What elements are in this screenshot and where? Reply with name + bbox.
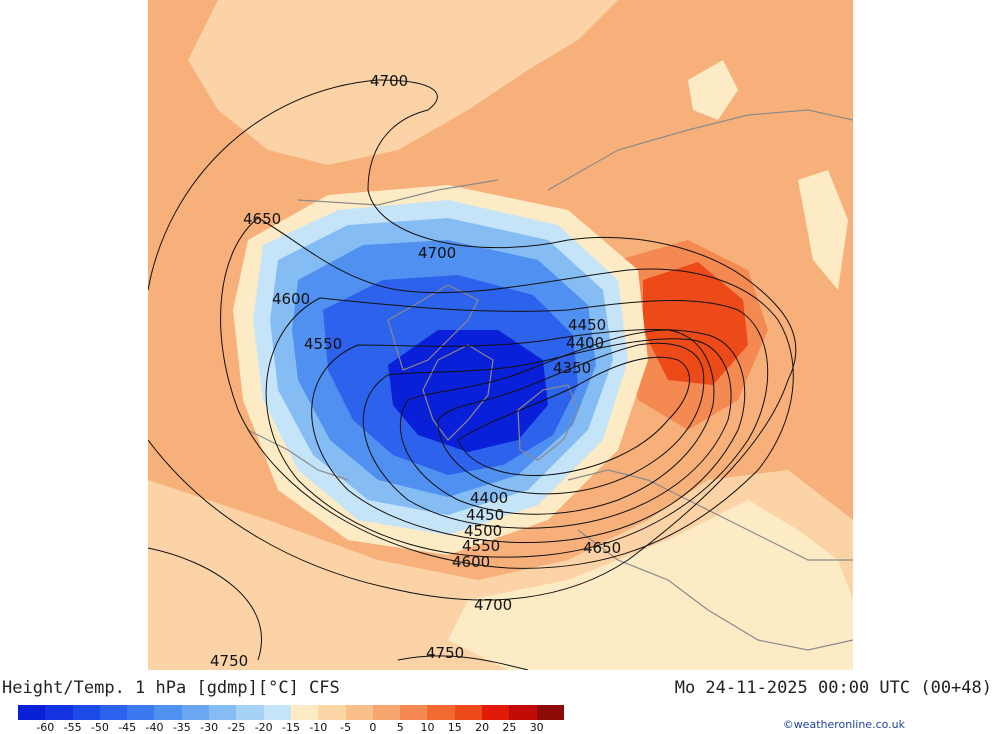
legend-swatch	[345, 705, 373, 720]
height-contours	[148, 79, 797, 670]
contour-label: 4450	[466, 506, 504, 524]
legend-swatch	[127, 705, 155, 720]
legend-tick: -55	[63, 721, 82, 734]
contour-4400	[437, 342, 705, 495]
legend-swatch	[372, 705, 401, 720]
legend-tick: -50	[90, 721, 109, 734]
contour-4700-outer	[148, 79, 797, 601]
contour-label: 4700	[370, 72, 408, 90]
legend-tick: -60	[36, 721, 55, 734]
legend-tick: -10	[309, 721, 328, 734]
hot-region	[643, 262, 748, 385]
legend-tick: -20	[254, 721, 273, 734]
contour-label: 4350	[553, 359, 591, 377]
legend-swatch	[99, 705, 128, 720]
legend-swatch	[536, 705, 564, 720]
legend-tick: 5	[396, 721, 404, 734]
legend-tick: -45	[118, 721, 137, 734]
contour-label: 4450	[568, 316, 606, 334]
legend-tick: -40	[145, 721, 164, 734]
legend-tick: 25	[502, 721, 517, 734]
legend-swatch	[454, 705, 483, 720]
contour-label: 4550	[304, 335, 342, 353]
legend-swatch	[45, 705, 73, 720]
contour-label: 4700	[418, 244, 456, 262]
contour-4600	[265, 297, 769, 558]
cream-region-south	[448, 500, 853, 670]
legend-swatch	[400, 705, 428, 720]
cream-region-north-east	[688, 60, 738, 120]
contour-label: 4400	[470, 489, 508, 507]
contour-4500	[362, 338, 732, 529]
legend-swatch	[509, 705, 537, 720]
contour-label: 4600	[272, 290, 310, 308]
contour-4350	[457, 356, 690, 476]
legend-tick: -5	[340, 721, 352, 734]
contour-label: 4700	[474, 596, 512, 614]
contour-label: 4750	[210, 652, 248, 670]
contour-4550	[311, 329, 746, 544]
legend-tick: 20	[475, 721, 490, 734]
contour-labels: 4700 4650 4700 4600 4550 4450 4400 4350 …	[210, 72, 621, 670]
contour-label: 4750	[426, 644, 464, 662]
contour-4750-center	[397, 655, 529, 670]
contour-4650	[220, 217, 794, 569]
legend-tick: 15	[447, 721, 462, 734]
legend-tick: -30	[200, 721, 219, 734]
contour-label: 4550	[462, 537, 500, 555]
legend-swatch	[263, 705, 291, 720]
height-temperature-map: 4700 4650 4700 4600 4550 4450 4400 4350 …	[148, 0, 853, 670]
legend-swatch	[290, 705, 319, 720]
map-title: Height/Temp. 1 hPa [gdmp][°C] CFS	[2, 678, 340, 698]
legend-swatch	[209, 705, 237, 720]
contour-label: 4500	[464, 522, 502, 540]
contour-label: 4650	[583, 539, 621, 557]
credit-text: ©weatheronline.co.uk	[782, 718, 905, 731]
legend-swatch	[154, 705, 182, 720]
contour-4750-bottom	[148, 547, 262, 661]
legend-ticks: -60 -55 -50 -45 -40 -35 -30 -25 -20 -15 -10 -5 0 5 10 1…	[0, 721, 600, 734]
legend-swatch	[482, 705, 510, 720]
contour-4450	[399, 329, 715, 515]
legend-swatch	[18, 705, 46, 720]
map-datetime: Mo 24-11-2025 00:00 UTC (00+48)	[674, 678, 992, 698]
warm-light-region-north	[188, 0, 618, 165]
cream-region-east	[798, 170, 848, 290]
contour-label: 4600	[452, 553, 490, 571]
legend-tick: -25	[227, 721, 246, 734]
legend-swatch	[318, 705, 346, 720]
legend-tick: -15	[282, 721, 300, 734]
legend-swatch	[427, 705, 455, 720]
legend-tick: -35	[172, 721, 191, 734]
legend-swatch	[72, 705, 100, 720]
contour-label: 4650	[243, 210, 281, 228]
legend-tick: 0	[369, 721, 377, 734]
legend-tick: 10	[420, 721, 435, 734]
coastlines	[247, 109, 853, 651]
contour-label: 4400	[566, 334, 604, 352]
legend-swatch	[236, 705, 264, 720]
legend-swatch	[181, 705, 210, 720]
legend-tick: 30	[529, 721, 544, 734]
color-legend	[18, 705, 564, 720]
